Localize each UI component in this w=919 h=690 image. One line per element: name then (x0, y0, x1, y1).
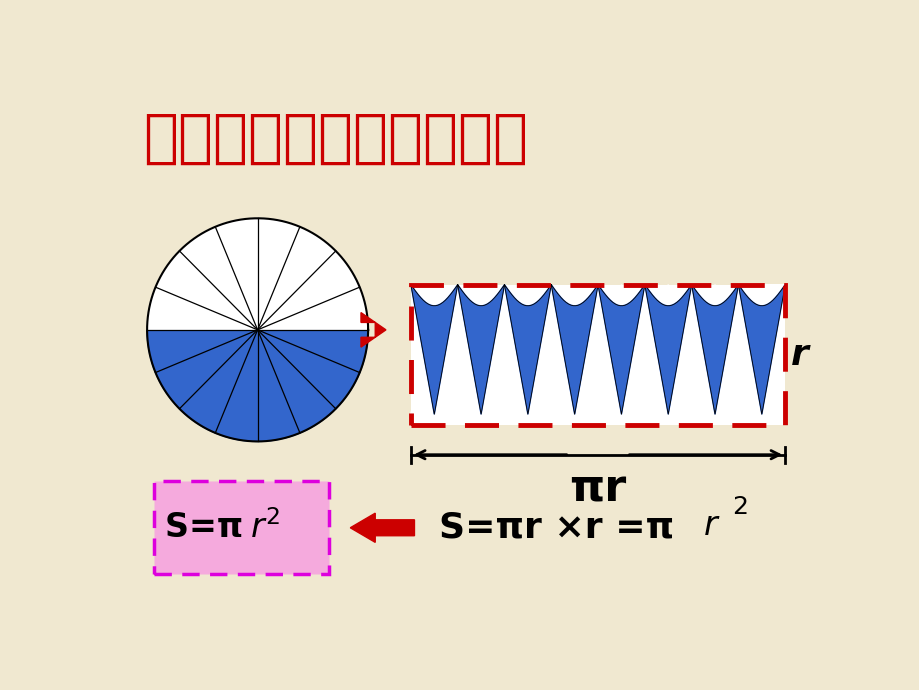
Polygon shape (620, 285, 667, 414)
Bar (411, 285, 784, 426)
Polygon shape (597, 285, 644, 414)
Polygon shape (457, 285, 504, 414)
Polygon shape (574, 285, 620, 414)
FancyArrow shape (360, 313, 386, 347)
Polygon shape (667, 285, 714, 414)
Polygon shape (550, 285, 597, 414)
Polygon shape (714, 285, 761, 414)
Text: $r$: $r$ (702, 509, 720, 542)
Text: $2$: $2$ (731, 495, 746, 518)
Polygon shape (411, 285, 457, 414)
Text: S=πr ×r =π: S=πr ×r =π (439, 511, 674, 545)
Polygon shape (504, 285, 550, 414)
Polygon shape (528, 285, 574, 414)
Polygon shape (147, 330, 368, 442)
Text: 圆的面积公式推导过程：: 圆的面积公式推导过程： (143, 109, 528, 166)
Polygon shape (691, 285, 738, 414)
Bar (154, 482, 329, 574)
Polygon shape (738, 285, 785, 414)
Polygon shape (481, 285, 528, 414)
Text: S=π: S=π (165, 511, 255, 544)
Text: πr: πr (569, 468, 626, 511)
Polygon shape (761, 285, 784, 414)
Polygon shape (147, 218, 368, 330)
FancyArrow shape (350, 513, 414, 542)
Text: $r^{2}$: $r^{2}$ (250, 511, 280, 545)
Polygon shape (411, 285, 434, 414)
Polygon shape (434, 285, 481, 414)
Text: r: r (790, 338, 808, 372)
Polygon shape (644, 285, 691, 414)
Bar (411, 285, 784, 426)
